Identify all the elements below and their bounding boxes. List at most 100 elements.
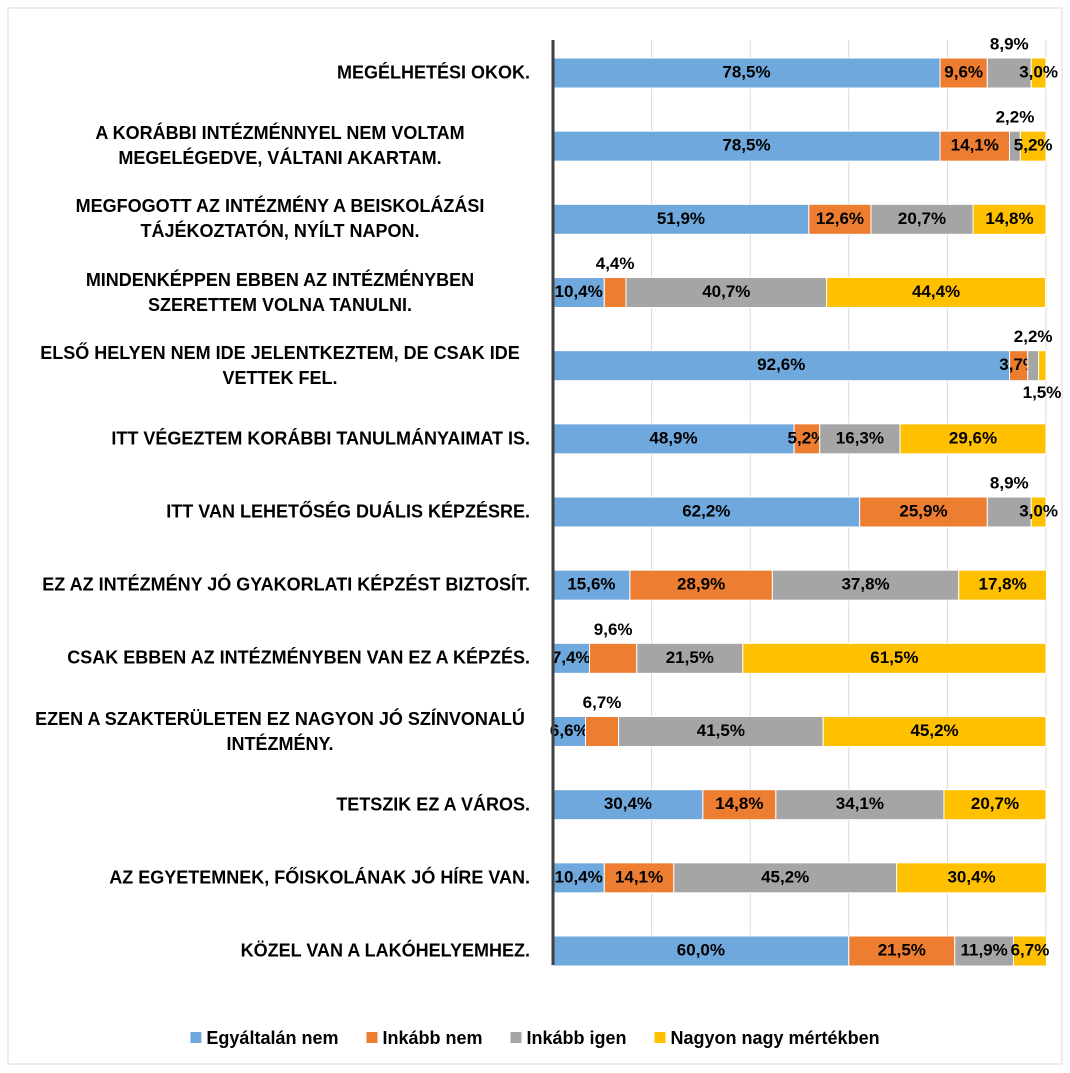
category-label: MINDENKÉPPEN EBBEN AZ INTÉZMÉNYBEN SZERE… bbox=[20, 268, 530, 318]
category-text: ITT VAN LEHETŐSÉG DUÁLIS KÉPZÉSRE. bbox=[166, 501, 530, 522]
category-text: EZEN A SZAKTERÜLETEN EZ NAGYON JÓ SZÍNVO… bbox=[35, 708, 525, 754]
bar-segment bbox=[552, 423, 795, 455]
category-text: EZ AZ INTÉZMÉNY JÓ GYAKORLATI KÉPZÉST BI… bbox=[42, 574, 530, 595]
category-text: ITT VÉGEZTEM KORÁBBI TANULMÁNYAIMAT IS. bbox=[111, 428, 530, 449]
bar-segment bbox=[552, 569, 631, 601]
bar-segment bbox=[552, 496, 861, 528]
bar-segment bbox=[808, 203, 872, 235]
value-label: 6,6% bbox=[550, 721, 589, 740]
legend-label: Egyáltalán nem bbox=[206, 1028, 338, 1048]
value-label: 2,2% bbox=[1014, 327, 1053, 346]
value-label: 17,8% bbox=[979, 575, 1027, 594]
value-label: 15,6% bbox=[567, 575, 615, 594]
value-label: 10,4% bbox=[555, 867, 603, 886]
legend-label: Inkább igen bbox=[527, 1028, 627, 1048]
value-label: 5,2% bbox=[788, 428, 827, 447]
category-label: CSAK EBBEN AZ INTÉZMÉNYBEN VAN EZ A KÉPZ… bbox=[20, 646, 530, 671]
value-label: 20,7% bbox=[898, 209, 946, 228]
bar-segment bbox=[899, 423, 1047, 455]
bar-segment bbox=[870, 203, 974, 235]
bar-segment bbox=[775, 789, 945, 821]
value-label: 4,4% bbox=[596, 254, 635, 273]
bar-segment bbox=[826, 277, 1047, 308]
value-label: 8,9% bbox=[990, 34, 1029, 53]
bar-segment bbox=[702, 789, 777, 821]
value-label: 30,4% bbox=[947, 867, 995, 886]
category-text: MINDENKÉPPEN EBBEN AZ INTÉZMÉNYBEN SZERE… bbox=[85, 269, 475, 315]
category-text: MEGFOGOTT AZ INTÉZMÉNY A BEISKOLÁZÁSI TÁ… bbox=[75, 196, 485, 242]
category-label: TETSZIK EZ A VÁROS. bbox=[20, 792, 530, 817]
bar-segment bbox=[859, 496, 988, 528]
value-label: 14,8% bbox=[985, 209, 1033, 228]
value-label: 45,2% bbox=[910, 721, 958, 740]
value-label: 41,5% bbox=[697, 721, 745, 740]
value-label: 3,0% bbox=[1019, 501, 1058, 520]
value-label: 30,4% bbox=[604, 794, 652, 813]
value-label: 14,1% bbox=[951, 136, 999, 155]
category-text: AZ EGYETEMNEK, FŐISKOLÁNAK JÓ HÍRE VAN. bbox=[109, 867, 530, 888]
value-label: 14,1% bbox=[615, 867, 663, 886]
bar-segment bbox=[552, 789, 704, 821]
value-label: 7,4% bbox=[552, 648, 591, 667]
bar-segment bbox=[1019, 130, 1047, 162]
value-label: 16,3% bbox=[836, 428, 884, 447]
bar-segment bbox=[673, 862, 898, 894]
bar-segment bbox=[972, 203, 1047, 235]
category-text: TETSZIK EZ A VÁROS. bbox=[336, 794, 530, 815]
bar-segment bbox=[552, 642, 590, 674]
bar-segment bbox=[1012, 935, 1047, 967]
value-label: 28,9% bbox=[677, 575, 725, 594]
bar-segment bbox=[986, 57, 1032, 89]
bar-segment bbox=[588, 642, 638, 674]
legend-label: Nagyon nagy mértékben bbox=[671, 1028, 880, 1048]
value-label: 45,2% bbox=[761, 867, 809, 886]
bar-segment bbox=[552, 277, 605, 308]
value-label: 92,6% bbox=[757, 355, 805, 374]
bar-segment bbox=[986, 496, 1032, 528]
value-label: 37,8% bbox=[841, 575, 889, 594]
value-label: 29,6% bbox=[949, 428, 997, 447]
value-label: 60,0% bbox=[677, 940, 725, 959]
value-label: 14,8% bbox=[715, 794, 763, 813]
bar-segment bbox=[848, 935, 956, 967]
bar-segment bbox=[1030, 57, 1047, 89]
bar-segment bbox=[939, 57, 988, 89]
category-label: MEGÉLHETÉSI OKOK. bbox=[20, 61, 530, 86]
legend-label: Inkább nem bbox=[382, 1028, 482, 1048]
bar-segment bbox=[896, 862, 1047, 894]
category-text: MEGÉLHETÉSI OKOK. bbox=[336, 62, 530, 83]
bar-segment bbox=[552, 935, 850, 967]
bar-segment bbox=[1030, 496, 1047, 528]
category-text: A KORÁBBI INTÉZMÉNNYEL NEM VOLTAM MEGELÉ… bbox=[95, 123, 465, 169]
bar-segment bbox=[771, 569, 960, 601]
value-label: 20,7% bbox=[971, 794, 1019, 813]
legend-swatch bbox=[190, 1032, 202, 1043]
bar-segment bbox=[552, 716, 587, 747]
value-label: 61,5% bbox=[870, 648, 918, 667]
value-label: 78,5% bbox=[722, 62, 770, 81]
value-label: 34,1% bbox=[836, 794, 884, 813]
value-label: 2,2% bbox=[996, 108, 1035, 127]
value-label: 11,9% bbox=[960, 940, 1007, 959]
legend-swatch bbox=[366, 1032, 378, 1043]
bar-segment bbox=[742, 642, 1047, 674]
bar-segment bbox=[629, 569, 773, 601]
category-text: CSAK EBBEN AZ INTÉZMÉNYBEN VAN EZ A KÉPZ… bbox=[67, 647, 530, 668]
category-label: ITT VAN LEHETŐSÉG DUÁLIS KÉPZÉSRE. bbox=[20, 500, 530, 525]
value-label: 6,7% bbox=[1011, 940, 1050, 959]
value-label: 5,2% bbox=[1014, 136, 1053, 155]
value-label: 44,4% bbox=[912, 282, 960, 301]
value-label: 1,5% bbox=[1023, 383, 1062, 402]
bar-segment bbox=[954, 935, 1014, 967]
value-label: 8,9% bbox=[990, 473, 1029, 492]
value-label: 9,6% bbox=[594, 620, 633, 639]
value-label: 40,7% bbox=[702, 282, 750, 301]
category-label: EZ AZ INTÉZMÉNY JÓ GYAKORLATI KÉPZÉST BI… bbox=[20, 573, 530, 598]
bar-segment bbox=[793, 423, 821, 455]
bar-segment bbox=[1027, 350, 1040, 382]
value-label: 62,2% bbox=[682, 501, 730, 520]
category-label: ELSŐ HELYEN NEM IDE JELENTKEZTEM, DE CSA… bbox=[20, 341, 530, 391]
bar-segment bbox=[943, 789, 1047, 821]
value-label: 10,4% bbox=[555, 282, 603, 301]
